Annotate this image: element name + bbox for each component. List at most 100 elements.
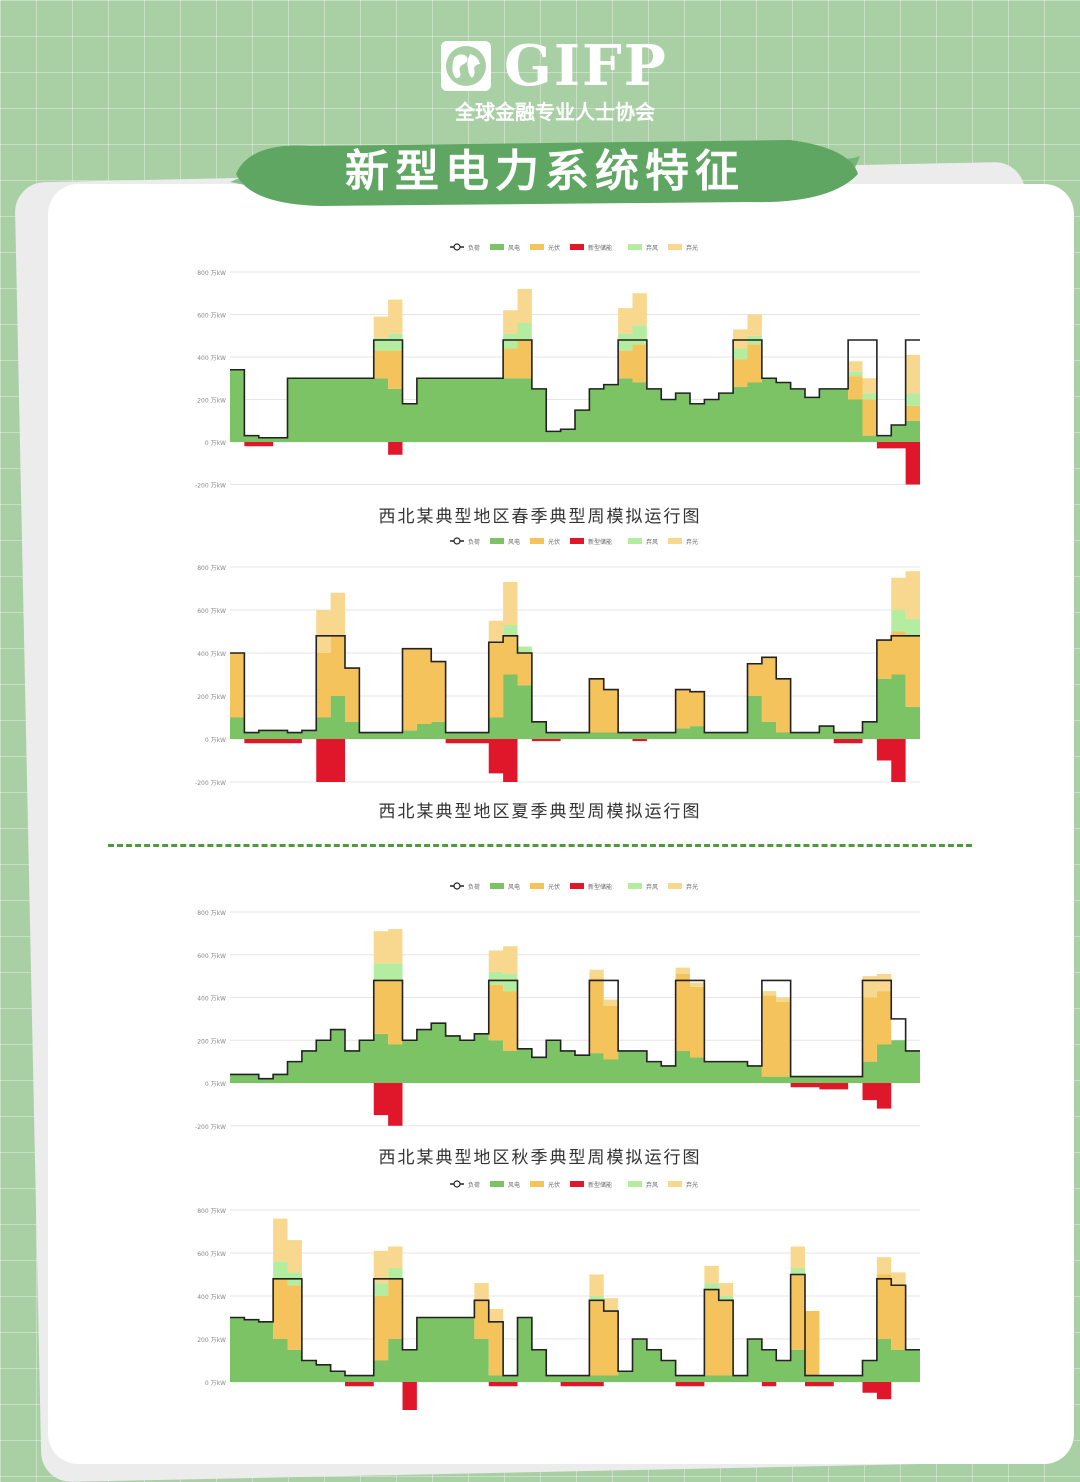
legend-swatch: [628, 244, 642, 250]
y-tick-label: 200 万kW: [197, 694, 226, 701]
chart-1-title: 西北某典型地区春季典型周模拟运行图: [378, 507, 702, 527]
legend-label: 弃风: [646, 1181, 658, 1189]
section-divider: [108, 844, 972, 847]
y-tick-label: 0 万kW: [205, 1380, 226, 1387]
legend-marker: [453, 882, 461, 890]
legend-swatch: [530, 1181, 544, 1187]
series-curtailed-wind: [230, 323, 920, 438]
legend-swatch: [530, 538, 544, 544]
legend-label: 负荷: [468, 1181, 480, 1189]
series-load-line: [230, 979, 920, 1080]
logo: GIFP 全球金融专业人士协会: [0, 30, 1080, 130]
legend-label: 负荷: [468, 883, 480, 891]
series-curtailed-solar: [230, 289, 920, 438]
legend-marker: [453, 1180, 461, 1188]
legend-label: 负荷: [468, 538, 480, 546]
y-tick-label: -200 万kW: [195, 483, 226, 490]
y-tick-label: 600 万kW: [197, 608, 226, 615]
legend-label: 新型储能: [588, 883, 612, 891]
legend-swatch: [490, 883, 504, 889]
y-tick-label: 400 万kW: [197, 355, 226, 362]
legend-label: 负荷: [468, 244, 480, 252]
y-tick-label: -200 万kW: [195, 780, 226, 787]
content-card: [48, 184, 1074, 1464]
legend-swatch: [490, 538, 504, 544]
legend-label: 风电: [508, 244, 520, 252]
legend-swatch: [668, 538, 682, 544]
legend-label: 弃风: [646, 244, 658, 252]
y-tick-label: 400 万kW: [197, 1294, 226, 1301]
legend-label: 光伏: [548, 244, 560, 252]
legend-swatch: [530, 883, 544, 889]
series-load-line: [230, 1273, 920, 1377]
legend-swatch: [628, 883, 642, 889]
legend-label: 弃风: [646, 883, 658, 891]
y-tick-label: 800 万kW: [197, 910, 226, 917]
legend-label: 弃光: [686, 538, 698, 546]
series-curtailed-wind: [230, 1261, 920, 1376]
page-title: 新型电力系统特征: [345, 146, 745, 197]
legend-swatch: [668, 883, 682, 889]
y-tick-label: 600 万kW: [197, 953, 226, 960]
logo-wordmark: GIFP: [504, 33, 668, 99]
legend-label: 风电: [508, 1181, 520, 1189]
legend-label: 新型储能: [588, 1181, 612, 1189]
chart-2: 800 万kW 600 万kW 400 万kW 200 万kW 0 万kW -200 万k…: [195, 537, 920, 787]
series-load-line: [230, 339, 920, 439]
chart-1: 800 万kW 600 万kW 400 万kW 200 万kW 0 万kW -200 万k…: [195, 243, 920, 490]
legend-label: 弃风: [646, 538, 658, 546]
chart-4: 800 万kW 600 万kW 400 万kW 200 万kW 0 万kW 负荷 风电 光伏 新…: [197, 1180, 920, 1410]
y-tick-label: -200 万kW: [195, 1124, 226, 1131]
series-storage: [230, 442, 920, 485]
chart-2-title: 西北某典型地区夏季典型周模拟运行图: [378, 802, 702, 822]
legend-swatch: [570, 244, 584, 250]
series-solar: [230, 1274, 920, 1376]
y-tick-label: 0 万kW: [205, 440, 226, 447]
legend-label: 光伏: [548, 538, 560, 546]
y-tick-label: 200 万kW: [197, 398, 226, 405]
legend-label: 弃光: [686, 244, 698, 252]
legend-swatch: [628, 1181, 642, 1187]
legend-swatch: [570, 538, 584, 544]
legend-swatch: [490, 244, 504, 250]
legend-label: 光伏: [548, 1181, 560, 1189]
chart-3-title: 西北某典型地区秋季典型周模拟运行图: [378, 1148, 702, 1168]
legend-swatch: [570, 883, 584, 889]
y-tick-label: 400 万kW: [197, 651, 226, 658]
legend-label: 新型储能: [588, 244, 612, 252]
legend-label: 光伏: [548, 883, 560, 891]
y-tick-label: 800 万kW: [197, 1208, 226, 1215]
legend-swatch: [668, 244, 682, 250]
chart-3: 800 万kW 600 万kW 400 万kW 200 万kW 0 万kW -200 万k…: [195, 882, 920, 1131]
legend-swatch: [628, 538, 642, 544]
series-storage: [230, 1382, 920, 1410]
y-tick-label: 600 万kW: [197, 313, 226, 320]
y-tick-label: 0 万kW: [205, 737, 226, 744]
legend-label: 弃光: [686, 883, 698, 891]
charts-canvas: 800 万kW 600 万kW 400 万kW 200 万kW 0 万kW -200 万k…: [195, 243, 920, 1410]
y-tick-label: 600 万kW: [197, 1251, 226, 1258]
legend-label: 弃光: [686, 1181, 698, 1189]
logo-subtitle: 全球金融专业人士协会: [455, 100, 655, 124]
globe-icon: [441, 41, 491, 91]
series-curtailed-solar: [230, 1218, 920, 1376]
legend-label: 新型储能: [588, 538, 612, 546]
legend-swatch: [530, 244, 544, 250]
y-tick-label: 800 万kW: [197, 270, 226, 277]
y-tick-label: 400 万kW: [197, 996, 226, 1003]
series-storage: [230, 1083, 920, 1126]
y-tick-label: 800 万kW: [197, 565, 226, 572]
series-wind: [230, 369, 920, 442]
legend-swatch: [570, 1181, 584, 1187]
legend-swatch: [668, 1181, 682, 1187]
y-tick-label: 0 万kW: [205, 1081, 226, 1088]
brush-banner: [230, 140, 860, 206]
legend-marker: [453, 537, 461, 545]
legend-label: 风电: [508, 538, 520, 546]
legend-label: 风电: [508, 883, 520, 891]
series-storage: [230, 739, 920, 782]
y-tick-label: 200 万kW: [197, 1337, 226, 1344]
y-tick-label: 200 万kW: [197, 1038, 226, 1045]
series-load-line: [230, 635, 920, 734]
legend-swatch: [490, 1181, 504, 1187]
